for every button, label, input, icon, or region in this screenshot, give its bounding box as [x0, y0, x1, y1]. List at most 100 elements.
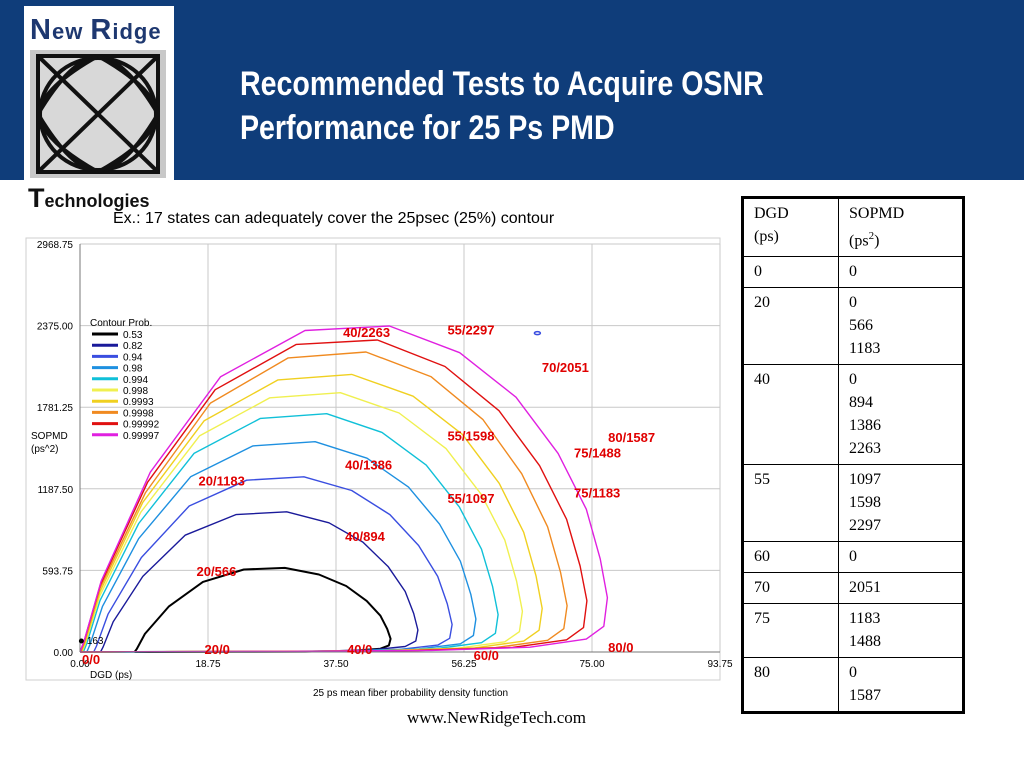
cell-dgd: 55 — [742, 464, 839, 543]
sopmd-value: 0 — [849, 371, 857, 389]
sopmd-value: 1183 — [849, 610, 881, 628]
test-point-label: 0/0 — [82, 652, 100, 667]
legend-entry: 0.9993 — [123, 397, 154, 408]
sopmd-value: 0 — [849, 548, 857, 566]
y-tick-label: 2375.00 — [37, 322, 74, 333]
page-title: Recommended Tests to Acquire OSNR Perfor… — [240, 62, 794, 150]
cell-sopmd: 0 — [838, 256, 964, 289]
cell-sopmd: 0 — [838, 541, 964, 574]
chart-legend: Contour Prob.0.530.820.940.980.9940.9980… — [90, 318, 160, 442]
legend-entry: 0.82 — [123, 341, 143, 352]
sopmd-value: 894 — [849, 394, 873, 412]
table-row: 75 1183 1488 — [742, 603, 964, 659]
y-tick-label: 0.00 — [54, 648, 74, 659]
legend-entry: 0.98 — [123, 364, 143, 375]
sopmd-value: 1488 — [849, 633, 881, 651]
sopmd-value: 2051 — [849, 579, 881, 597]
test-point-label: 60/0 — [474, 648, 499, 663]
x-tick-label: 0.00 — [70, 659, 90, 670]
header-divider — [0, 178, 1024, 180]
sopmd-value: 0 — [849, 664, 857, 682]
x-tick-label: 93.75 — [707, 659, 732, 670]
test-point-label: 80/0 — [608, 640, 633, 655]
contour-chart: 0.00 18.75 37.50 56.25 75.00 93.75 0.00 593.75 1… — [25, 237, 733, 699]
test-point-label: 20/1183 — [199, 473, 245, 488]
cell-sopmd: 0 894 1386 2263 — [838, 364, 964, 466]
test-point-label: 20/566 — [197, 564, 237, 579]
cell-dgd: 75 — [742, 603, 839, 659]
y-axis-label-line1: SOPMD — [31, 431, 68, 442]
sopmd-value: 1386 — [849, 417, 881, 435]
contour-lines — [79, 325, 609, 653]
y-axis-label-line2: (ps^2) — [31, 444, 58, 455]
legend-entry: 0.9998 — [123, 408, 154, 419]
test-point-label: 75/1183 — [574, 485, 620, 500]
chart-annotations: 55/2297 40/2263 70/2051 80/1587 55/1598 75/14… — [78, 322, 655, 667]
chart-axes: 0.00 18.75 37.50 56.25 75.00 93.75 0.00 593.75 1… — [37, 240, 733, 670]
legend-entry: 0.99992 — [123, 420, 160, 431]
y-tick-label: 593.75 — [42, 566, 73, 577]
sopmd-value: 566 — [849, 317, 873, 335]
cell-dgd: 70 — [742, 572, 839, 605]
legend-entry: 0.53 — [123, 330, 143, 341]
table-row: 70 2051 — [742, 572, 964, 605]
test-point-label: 55/2297 — [447, 322, 494, 337]
chart-caption: Ex.: 17 states can adequately cover the … — [113, 210, 555, 227]
cell-dgd: 80 — [742, 657, 839, 714]
header-dgd: DGD (ps) — [742, 196, 839, 258]
cell-sopmd: 1097 1598 2297 — [838, 464, 964, 543]
sopmd-value: 1097 — [849, 471, 881, 489]
cell-sopmd: 2051 — [838, 572, 964, 605]
test-point-label: 75/1488 — [574, 446, 621, 461]
title-line-1: Recommended Tests to Acquire OSNR — [240, 65, 764, 103]
test-point-label: 20/0 — [205, 642, 230, 657]
cell-dgd: 0 — [742, 256, 839, 289]
y-tick-label: 1187.50 — [38, 485, 74, 496]
legend-title: Contour Prob. — [90, 318, 152, 329]
legend-entry: 0.94 — [123, 352, 143, 363]
y-tick-label: 1781.25 — [37, 403, 74, 414]
cell-sopmd: 0 566 1183 — [838, 287, 964, 366]
logo-emblem-icon — [30, 50, 166, 178]
x-tick-label: 56.25 — [451, 659, 476, 670]
sopmd-value: 1598 — [849, 494, 881, 512]
y-tick-label: 2968.75 — [37, 240, 74, 251]
test-point-label: 40/1386 — [345, 458, 392, 473]
sopmd-value: 1183 — [849, 340, 881, 358]
legend-entry: 0.998 — [123, 386, 148, 397]
legend-entry: 0.994 — [123, 375, 148, 386]
table-row: 40 0 894 1386 2263 — [742, 364, 964, 466]
point-label: 163 — [87, 636, 104, 647]
sopmd-value: 1587 — [849, 687, 881, 705]
cell-dgd: 60 — [742, 541, 839, 574]
test-point-label: 80/1587 — [608, 430, 655, 445]
x-tick-label: 75.00 — [579, 659, 604, 670]
contour-line — [79, 325, 609, 653]
cell-sopmd: 0 1587 — [838, 657, 964, 714]
test-point-label: 40/2263 — [343, 325, 390, 340]
test-point-label: 70/2051 — [542, 360, 589, 375]
test-point-label: 40/0 — [347, 642, 372, 657]
table-row: 55 1097 1598 2297 — [742, 464, 964, 543]
logo-wordmark-top: New Ridge — [30, 14, 162, 46]
x-tick-label: 37.50 — [323, 659, 348, 670]
sopmd-value: 0 — [849, 294, 857, 312]
footer-url[interactable]: www.NewRidgeTech.com — [407, 708, 586, 727]
origin-point — [78, 638, 84, 644]
sopmd-value: 2263 — [849, 440, 881, 458]
company-logo: New Ridge Technologies — [24, 6, 174, 213]
test-point-label: 40/894 — [345, 529, 386, 544]
sopmd-value: 0 — [849, 263, 857, 281]
cell-dgd: 20 — [742, 287, 839, 366]
table-row: 60 0 — [742, 541, 964, 574]
table-header-row: DGD (ps) SOPMD (ps2) — [742, 196, 964, 258]
test-point-label: 55/1598 — [447, 428, 494, 443]
sopmd-value: 2297 — [849, 517, 881, 535]
dgd-sopmd-table: DGD (ps) SOPMD (ps2) 0 0 20 0 566 1183 40 0 894 138… — [741, 196, 965, 715]
logo-wordmark-bottom: Technologies — [28, 183, 150, 213]
cell-sopmd: 1183 1488 — [838, 603, 964, 659]
table-row: 80 0 1587 — [742, 657, 964, 714]
table-row: 20 0 566 1183 — [742, 287, 964, 366]
contour-island — [533, 330, 542, 336]
